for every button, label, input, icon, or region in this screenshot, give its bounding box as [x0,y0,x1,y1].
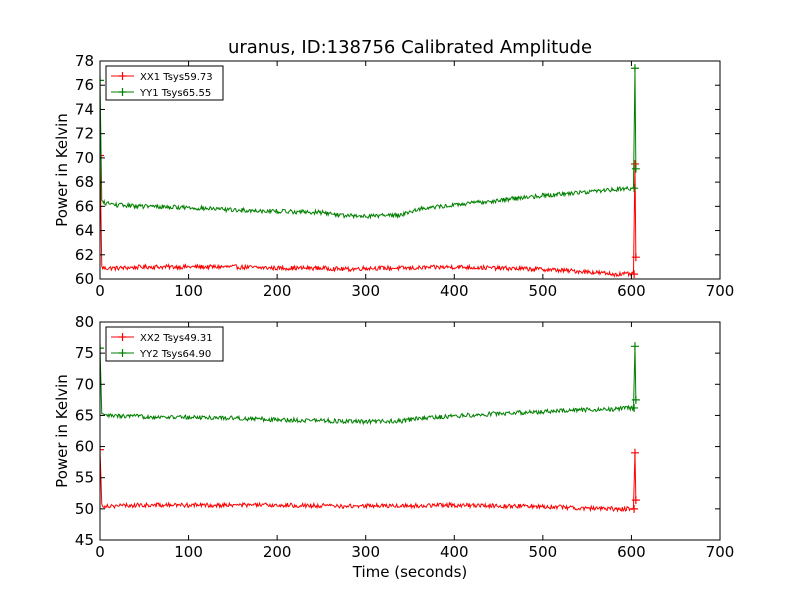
bottom-chart: 0 100 200 300 400 500 600 700 45 50 55 60 65 70 75 80 Po… [53,313,734,581]
legend: XX1 Tsys59.73 YY1 Tsys65.55 [105,65,224,101]
legend-label: XX2 Tsys49.31 [140,333,213,344]
series-line-xx [100,449,637,513]
x-tick-label: 300 [351,282,380,300]
legend-label: YY2 Tsys64.90 [139,349,211,360]
x-tick-label: 500 [529,282,558,300]
x-axis-label: Time (seconds) [352,563,468,581]
y-tick-label: 55 [75,469,94,487]
legend-marker [118,333,127,341]
plot-area [100,64,640,279]
legend-box [105,326,224,362]
chart-title: uranus, ID:138756 Calibrated Amplitude [228,37,592,58]
axes-frame [99,321,721,541]
series-marker [100,76,104,85]
plot-area [100,342,640,513]
series-marker [630,64,639,73]
series-marker [630,448,639,457]
series-marker [630,342,639,351]
series-marker [631,253,640,262]
x-tick-label: 100 [174,282,203,300]
legend-marker [118,88,127,96]
series-marker [100,344,104,353]
x-tick-label: 200 [263,543,292,561]
x-tick-label: 400 [440,543,469,561]
y-tick-label: 80 [75,313,94,331]
x-tick-label: 700 [706,282,735,300]
series-line-xx [100,155,637,278]
series-marker [631,164,640,173]
y-tick-label: 68 [75,173,94,191]
y-tick-label: 65 [75,406,94,424]
y-tick-label: 76 [75,76,94,94]
y-tick-label: 62 [75,246,94,264]
series-marker [630,504,639,513]
x-tick-label: 600 [617,282,646,300]
y-axis-label: Power in Kelvin [53,374,71,488]
x-tick-label: 700 [706,543,735,561]
series-marker [630,184,639,193]
series-marker [630,403,639,412]
x-tick-label: 100 [174,543,203,561]
x-tick-label: 600 [617,543,646,561]
x-tick-label: 200 [263,282,292,300]
series-marker [100,151,104,160]
y-tick-label: 64 [75,222,94,240]
y-tick-label: 50 [75,500,94,518]
y-tick-label: 75 [75,344,94,362]
series-line-yy [100,346,637,426]
y-tick-label: 66 [75,197,94,215]
series-marker [630,159,639,168]
legend-box [105,65,224,101]
y-tick-label: 72 [75,125,94,143]
series-marker [100,445,104,454]
top-chart: 0 100 200 300 400 500 600 700 60 62 64 66 68 70 72 74 76… [53,52,734,300]
series-line-yy [100,68,637,220]
legend-label: YY1 Tsys65.55 [139,88,211,99]
x-tick-label: 0 [95,282,105,300]
y-tick-label: 70 [75,149,94,167]
y-tick-label: 45 [75,531,94,549]
legend-label: XX1 Tsys59.73 [140,72,213,83]
y-tick-label: 60 [75,438,94,456]
legend-marker [118,72,127,80]
y-tick-label: 70 [75,375,94,393]
series-marker [631,496,640,505]
series-marker [631,395,640,404]
y-tick-label: 60 [75,270,94,288]
x-tick-label: 300 [351,543,380,561]
x-tick-label: 0 [95,543,105,561]
legend-marker [118,349,127,357]
x-tick-label: 500 [529,543,558,561]
x-tick-label: 400 [440,282,469,300]
y-axis-label: Power in Kelvin [53,113,71,227]
legend: XX2 Tsys49.31 YY2 Tsys64.90 [105,326,224,362]
axes-frame [99,60,721,280]
y-tick-label: 74 [75,100,94,118]
y-tick-label: 78 [75,52,94,70]
